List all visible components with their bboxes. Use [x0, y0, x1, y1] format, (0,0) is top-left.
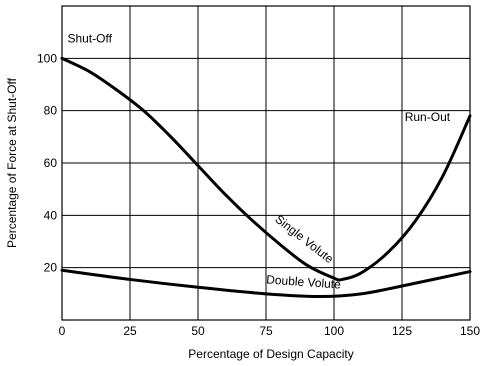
annotation-double-volute: Double Volute — [266, 272, 342, 291]
y-tick-label: 40 — [44, 208, 58, 222]
y-axis-label: Percentage of Force at Shut-Off — [5, 77, 19, 248]
x-tick-label: 150 — [460, 324, 480, 338]
x-tick-label: 100 — [324, 324, 344, 338]
grid — [62, 6, 470, 320]
annotation-run-out: Run-Out — [405, 110, 451, 124]
y-tick-label: 100 — [37, 51, 57, 65]
x-tick-label: 25 — [123, 324, 137, 338]
annotation-single-volute: Single Volute — [272, 212, 336, 266]
x-tick-label: 125 — [392, 324, 412, 338]
x-axis-label: Percentage of Design Capacity — [188, 347, 353, 361]
y-tick-label: 20 — [44, 261, 58, 275]
x-tick-label: 75 — [259, 324, 273, 338]
annotations: Shut-Off Run-Out Single Volute Double Volut… — [67, 32, 450, 292]
series-line-single-volute — [60, 56, 472, 282]
annotation-shut-off: Shut-Off — [67, 32, 112, 46]
series-line-double-volute — [60, 268, 472, 298]
ticks: 0 25 50 75 100 125 150 20 40 60 80 100 — [37, 51, 480, 338]
series-lines — [60, 56, 472, 298]
plot-frame — [61, 5, 471, 321]
x-tick-label: 50 — [191, 324, 205, 338]
y-tick-label: 80 — [44, 104, 58, 118]
x-tick-label: 0 — [59, 324, 66, 338]
y-tick-label: 60 — [44, 156, 58, 170]
